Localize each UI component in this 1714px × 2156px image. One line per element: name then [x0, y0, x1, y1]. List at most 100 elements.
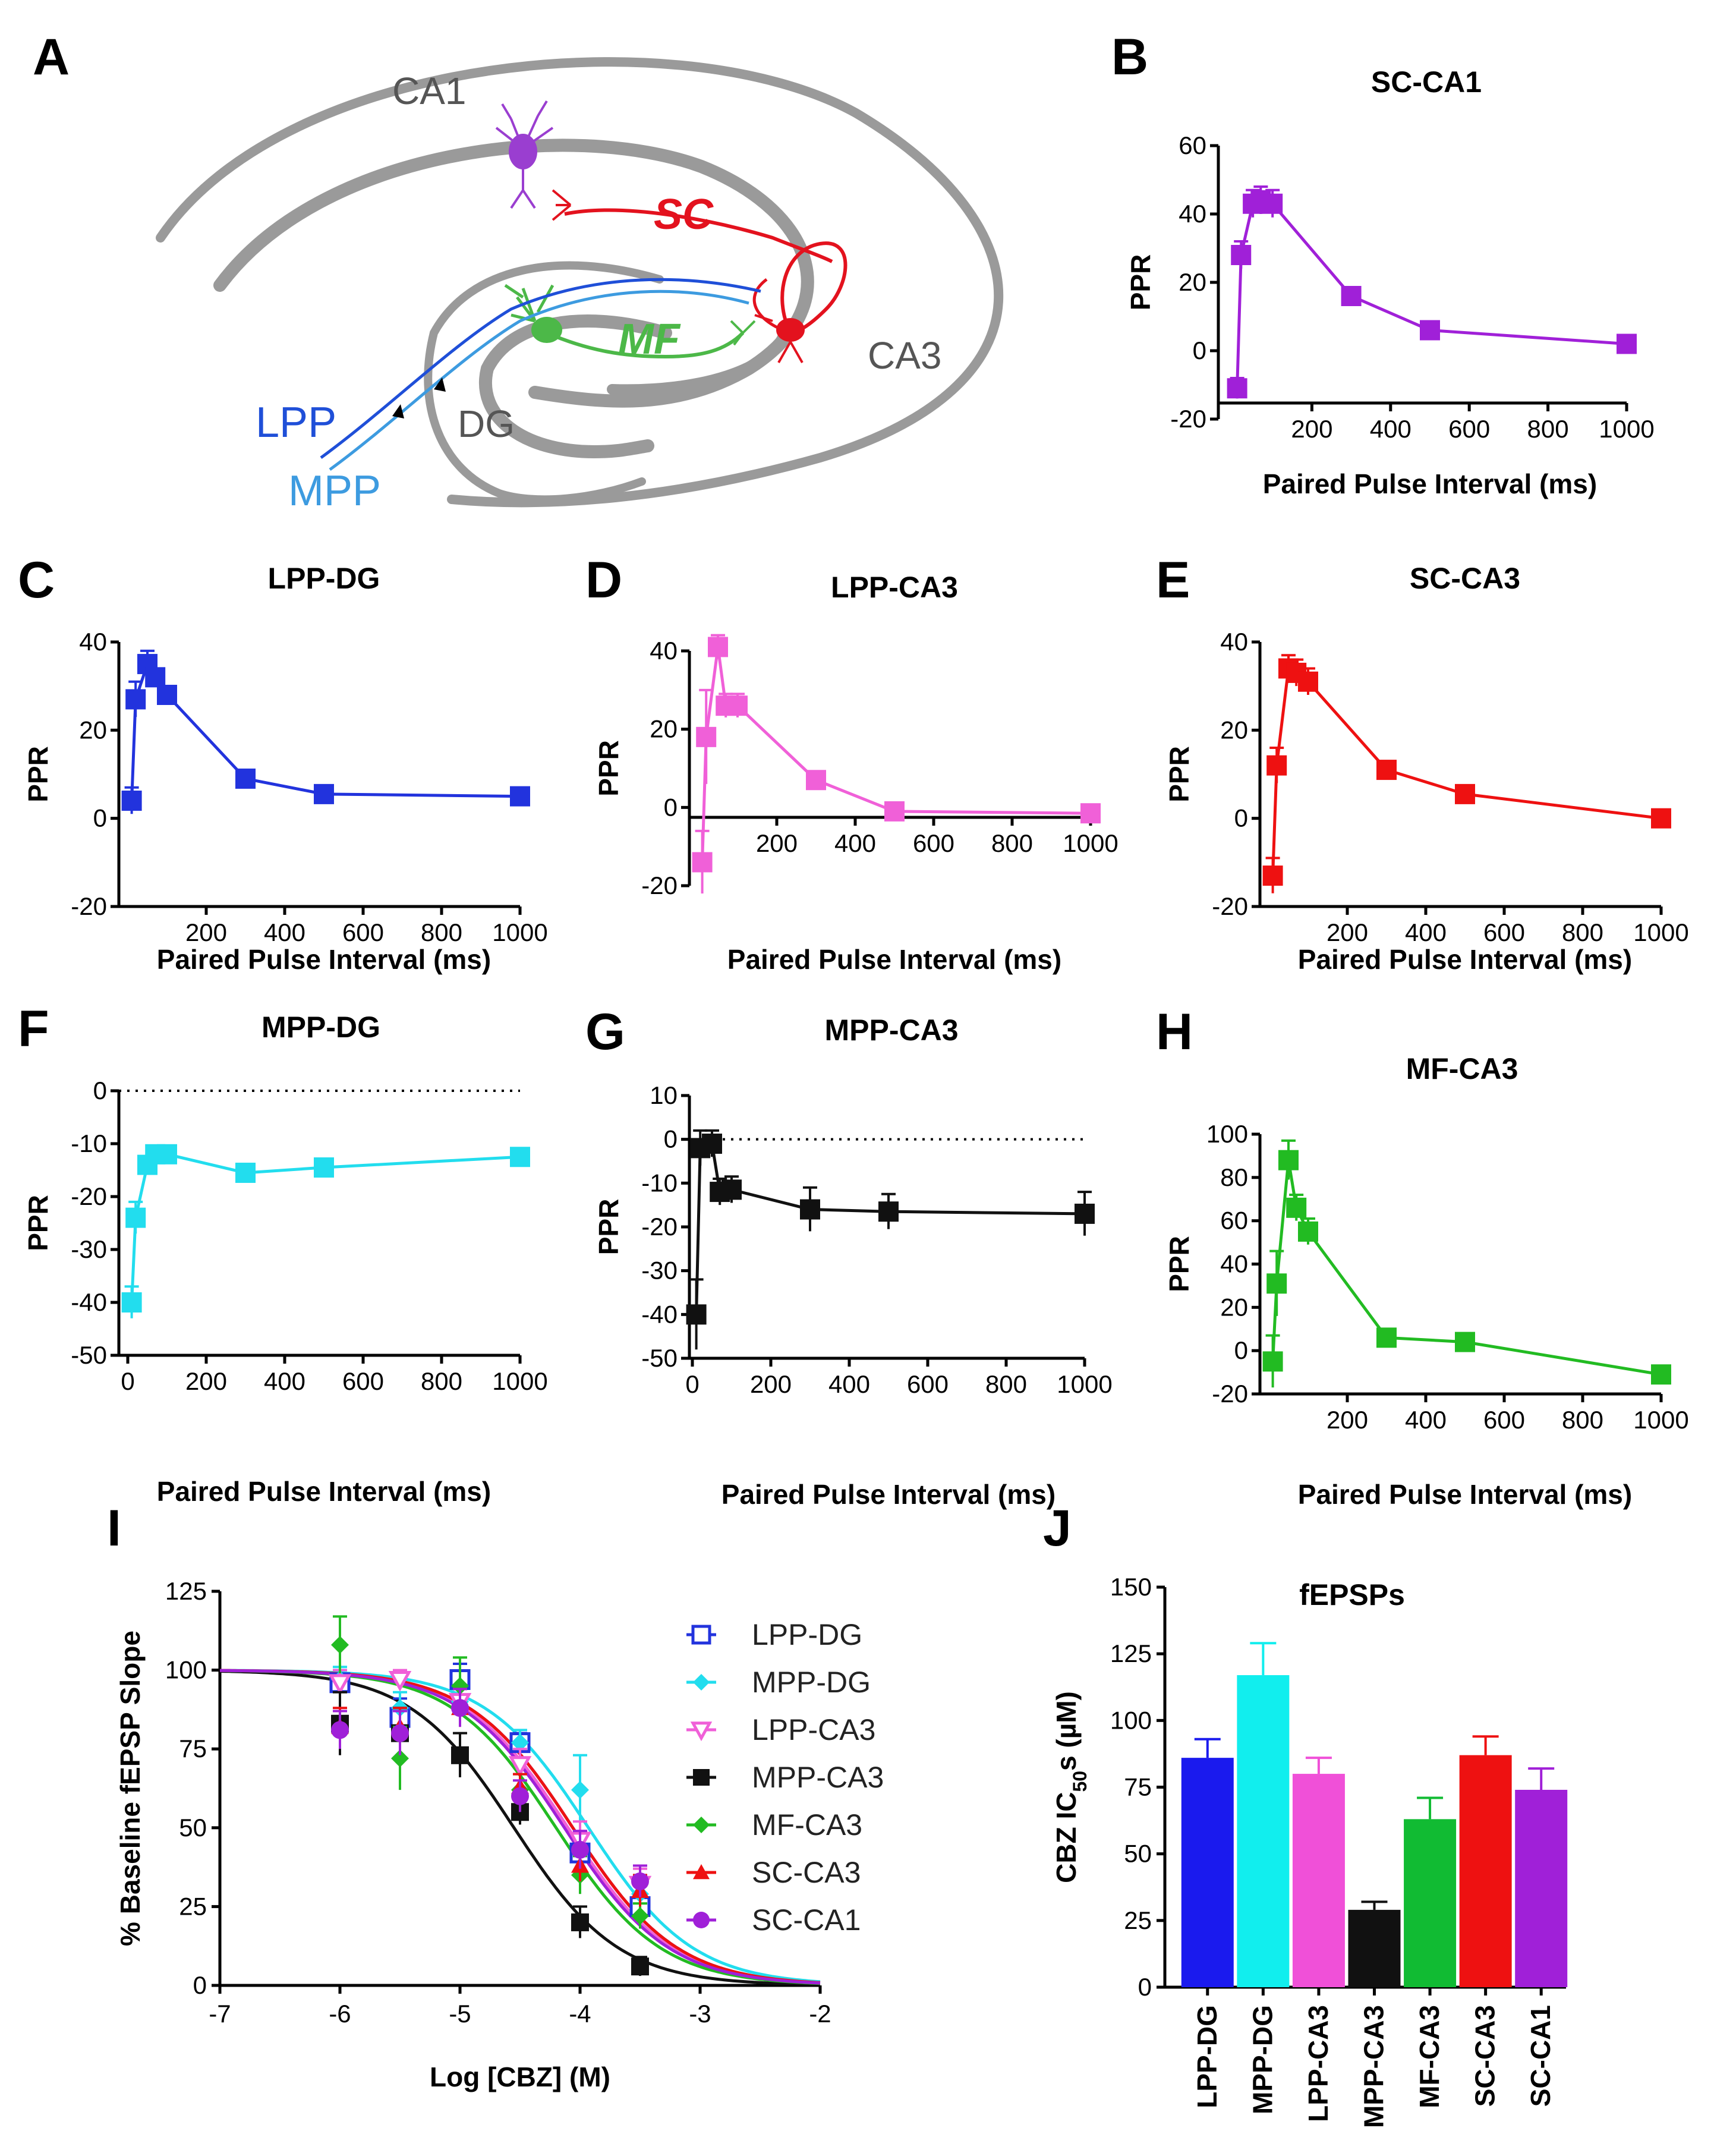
panel-a-hippocampus-diagram: A CA1 CA3 DG SC MF — [33, 29, 1004, 515]
x-tick-label: 800 — [421, 918, 462, 946]
x-tick-label: 400 — [264, 1367, 305, 1395]
data-point — [145, 667, 166, 688]
bar-mpp-ca3 — [1348, 1909, 1401, 1987]
y-tick-label: 40 — [650, 637, 678, 665]
y-tick-label: 100 — [1110, 1706, 1152, 1734]
data-point-sc-ca1 — [571, 1840, 589, 1859]
data-point — [1651, 1364, 1671, 1385]
x-tick-label: 600 — [342, 918, 384, 946]
series-line — [1271, 666, 1662, 876]
data-point — [878, 1201, 899, 1222]
data-point — [721, 1179, 742, 1200]
sc-pathway: SC — [552, 189, 847, 363]
x-tick-label: 1000 — [1063, 829, 1118, 857]
region-label-ca3: CA3 — [868, 334, 942, 377]
legend-entry: SC-CA1 — [752, 1903, 861, 1937]
legend-marker — [690, 1721, 713, 1742]
data-point — [1266, 755, 1287, 776]
y-tick-label: 100 — [1206, 1120, 1248, 1148]
category-label: MPP-CA3 — [1359, 2005, 1390, 2128]
data-point-mpp-dg — [571, 1781, 589, 1799]
data-point-mf-ca3 — [451, 1677, 469, 1695]
panel-h-label: H — [1156, 1003, 1193, 1060]
x-tick-label: 200 — [1327, 1406, 1368, 1434]
data-point — [314, 783, 334, 804]
panel-a-label: A — [33, 29, 70, 86]
panel-e-label: E — [1156, 552, 1190, 609]
panel-c-label: C — [18, 552, 55, 609]
legend-entry: MPP-DG — [752, 1666, 871, 1699]
bar-sc-ca3 — [1459, 1755, 1512, 1987]
data-point-mpp-ca3 — [571, 1913, 589, 1931]
y-tick-label: -30 — [71, 1235, 107, 1263]
x-axis-label: Paired Pulse Interval (ms) — [1263, 468, 1597, 499]
x-tick-label: 1000 — [492, 918, 547, 946]
y-axis-label: CBZ IC50s (µM) — [1051, 1691, 1091, 1883]
chart-title: MF-CA3 — [1406, 1052, 1518, 1085]
y-tick-label: -20 — [71, 892, 107, 920]
x-tick-label: -2 — [809, 2000, 831, 2028]
x-tick-label: 400 — [1370, 415, 1411, 443]
y-tick-label: 60 — [1179, 131, 1206, 159]
category-label: MPP-DG — [1247, 2005, 1278, 2114]
x-tick-label: 800 — [991, 829, 1033, 857]
y-axis-label: PPR — [23, 1195, 53, 1251]
x-tick-label: 1000 — [492, 1367, 547, 1395]
y-tick-label: 25 — [1124, 1906, 1152, 1934]
data-point — [1262, 193, 1283, 214]
fit-curve-sc-ca3 — [220, 1669, 821, 1984]
y-tick-label: 0 — [664, 1125, 678, 1153]
data-point-sc-ca1 — [331, 1721, 349, 1739]
x-tick-label: 200 — [756, 829, 798, 857]
x-tick-label: 200 — [1327, 918, 1368, 946]
perforant-paths: LPP MPP — [256, 278, 761, 515]
legend-entry: LPP-CA3 — [752, 1713, 875, 1746]
data-point — [696, 726, 717, 747]
x-axis-label: Paired Pulse Interval (ms) — [1298, 944, 1632, 975]
x-tick-label: 800 — [1562, 1406, 1603, 1434]
data-point — [235, 1162, 256, 1183]
data-point — [1420, 320, 1440, 341]
fit-curve-mpp-ca3 — [219, 1670, 821, 1986]
data-point — [1266, 1273, 1287, 1294]
x-tick-label: 400 — [828, 1370, 870, 1398]
data-point — [125, 1207, 146, 1228]
x-tick-label: -5 — [449, 2000, 471, 2028]
y-tick-label: 80 — [1220, 1163, 1248, 1191]
legend-entry: SC-CA3 — [752, 1856, 861, 1889]
x-tick-label: 200 — [185, 1367, 227, 1395]
y-tick-label: 50 — [1124, 1840, 1152, 1868]
y-axis-label: PPR — [1125, 254, 1156, 311]
y-tick-label: -10 — [641, 1169, 678, 1197]
y-tick-label: 10 — [650, 1081, 678, 1109]
y-tick-label: 40 — [1179, 200, 1206, 228]
data-point-mf-ca3 — [331, 1636, 349, 1654]
x-tick-label: 800 — [1562, 918, 1603, 946]
y-tick-label: -20 — [1212, 892, 1248, 920]
y-tick-label: 125 — [1110, 1639, 1152, 1667]
y-tick-label: 75 — [1124, 1773, 1152, 1801]
y-tick-label: 0 — [93, 1077, 107, 1104]
x-tick-label: 400 — [834, 829, 876, 857]
y-tick-label: 60 — [1220, 1207, 1248, 1235]
x-tick-label: 0 — [121, 1367, 134, 1395]
y-tick-label: -20 — [641, 1213, 678, 1241]
data-point — [1617, 333, 1637, 354]
x-tick-label: 600 — [342, 1367, 384, 1395]
legend-marker — [693, 1817, 710, 1833]
x-tick-label: 600 — [907, 1370, 949, 1398]
data-point — [121, 791, 142, 811]
x-tick-label: 400 — [1405, 918, 1447, 946]
data-point — [806, 770, 826, 791]
x-axis-label: Paired Pulse Interval (ms) — [157, 944, 491, 975]
x-axis-label: Paired Pulse Interval (ms) — [721, 1479, 1056, 1510]
category-label: LPP-DG — [1192, 2005, 1223, 2108]
data-point — [1298, 671, 1318, 692]
data-point — [235, 768, 256, 789]
y-tick-label: -50 — [641, 1344, 678, 1372]
x-tick-label: 400 — [264, 918, 305, 946]
x-tick-label: 1000 — [1599, 415, 1654, 443]
fit-curve-lpp-dg — [220, 1669, 821, 1984]
